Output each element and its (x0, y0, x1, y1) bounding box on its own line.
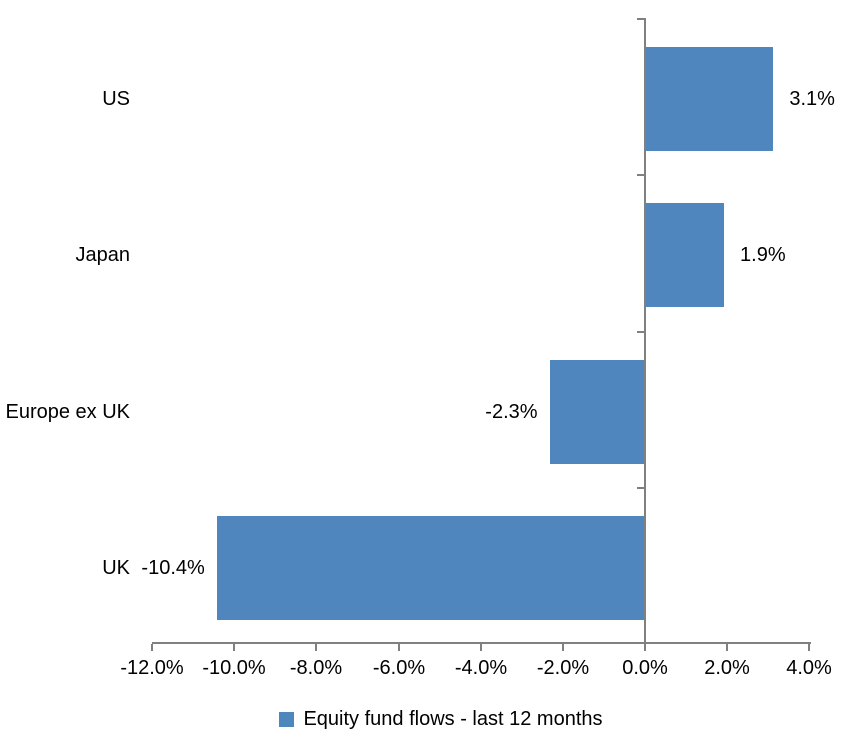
legend-swatch-icon (279, 711, 295, 727)
x-axis-tick (808, 644, 810, 651)
x-tick-label-5: -2.0% (536, 657, 590, 679)
y-axis-tick (637, 174, 644, 176)
bar-europe-ex-uk (549, 360, 644, 464)
data-label-japan: 1.9% (740, 243, 786, 266)
x-axis-tick (233, 644, 235, 651)
x-tick-label-1: -10.0% (202, 657, 266, 679)
x-tick-label-3: -6.0% (372, 657, 426, 679)
x-axis-tick (315, 644, 317, 651)
x-axis-tick (644, 644, 646, 651)
data-label-europe-ex-uk: -2.3% (485, 400, 538, 423)
category-label-japan: Japan (75, 243, 131, 266)
y-axis-line (644, 18, 646, 643)
bar-uk (216, 516, 644, 620)
legend-label: Equity fund flows - last 12 months (303, 707, 603, 730)
category-label-uk: UK (102, 556, 130, 579)
x-axis-tick (398, 644, 400, 651)
bar-japan (646, 203, 725, 307)
x-axis-tick (151, 644, 153, 651)
x-tick-label-2: -8.0% (289, 657, 343, 679)
x-axis-tick (726, 644, 728, 651)
x-tick-label-4: -4.0% (454, 657, 508, 679)
x-tick-label-6: 0.0% (622, 657, 668, 679)
data-label-uk: -10.4% (141, 556, 205, 579)
bar-us (646, 47, 774, 151)
y-axis-tick (637, 487, 644, 489)
x-axis-line (152, 642, 811, 644)
y-axis-tick (637, 331, 644, 333)
x-tick-label-8: 4.0% (786, 657, 832, 679)
x-tick-label-7: 2.0% (704, 657, 750, 679)
legend: Equity fund flows - last 12 months (0, 704, 852, 734)
y-axis-tick (637, 18, 644, 20)
data-label-us: 3.1% (789, 87, 835, 110)
x-axis-tick (480, 644, 482, 651)
x-tick-label-0: -12.0% (120, 657, 184, 679)
x-axis-tick (562, 644, 564, 651)
category-label-us: US (102, 87, 130, 110)
category-label-europe-ex-uk: Europe ex UK (5, 400, 130, 423)
